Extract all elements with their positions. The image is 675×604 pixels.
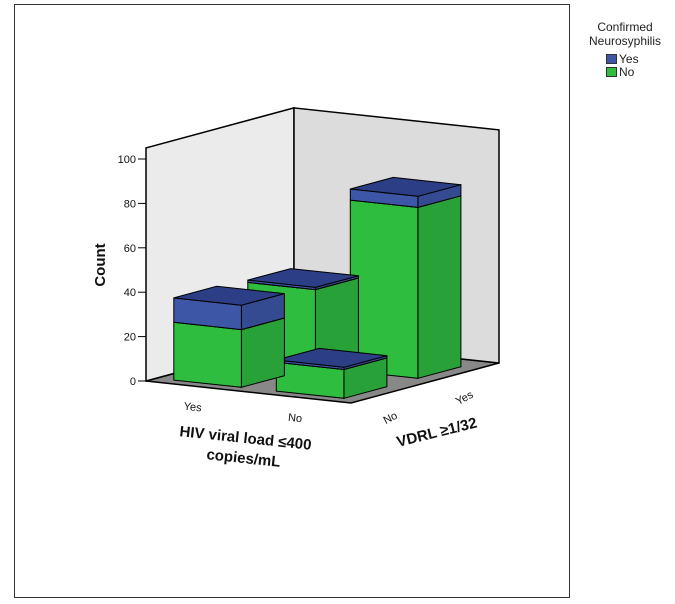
bar-hiv-yes-vdrl-no-no-front — [173, 321, 242, 388]
legend-title: Confirmed Neurosyphilis — [588, 20, 662, 48]
y-tick-label: 20 — [124, 332, 136, 344]
legend-label-no: No — [619, 64, 635, 79]
legend-swatch-no — [606, 66, 617, 77]
bar-hiv-no-vdrl-yes-yes-top — [350, 176, 462, 197]
y-tick-label: 80 — [124, 198, 136, 210]
plot-frame: 0 20 40 60 80 100 Yes No No Yes Count HIV viral … — [14, 4, 570, 598]
legend-item-no: No — [606, 64, 672, 79]
y-axis-label: Count — [92, 243, 109, 286]
bar-hiv-no-vdrl-yes-yes — [349, 176, 462, 209]
bar-hiv-no-vdrl-no-yes — [275, 347, 388, 371]
z-axis-label: VDRL ≥1/32 — [395, 414, 479, 450]
x-category-label: Yes — [183, 401, 203, 415]
bar-hiv-yes-vdrl-no-no-side — [240, 317, 285, 388]
bar-hiv-yes-vdrl-yes-yes — [247, 268, 359, 291]
y-tick-label: 40 — [124, 287, 136, 299]
bar-hiv-no-vdrl-yes-no — [349, 187, 462, 379]
legend-swatch-yes — [606, 53, 617, 64]
legend: Confirmed Neurosyphilis Yes No — [578, 20, 672, 79]
x-category-label: No — [287, 412, 302, 425]
bar-hiv-yes-vdrl-no-yes-top — [173, 285, 285, 306]
bar-hiv-yes-vdrl-no-yes — [173, 285, 285, 331]
z-category-label: No — [382, 410, 400, 427]
y-tick-label: 100 — [118, 154, 136, 166]
x-axis-label-line2: copies/mL — [206, 446, 282, 471]
bar-hiv-yes-vdrl-yes-yes-top — [247, 268, 359, 288]
z-category-label: Yes — [454, 389, 476, 408]
bar-hiv-no-vdrl-yes-no-side — [417, 195, 462, 379]
legend-label-yes: Yes — [619, 51, 639, 66]
y-tick-label: 0 — [130, 376, 136, 388]
bar-hiv-no-vdrl-yes-no-front — [349, 199, 419, 379]
legend-item-yes: Yes — [606, 51, 672, 66]
y-tick-label: 60 — [124, 243, 136, 255]
bar-hiv-no-vdrl-no-yes-top — [276, 347, 388, 368]
